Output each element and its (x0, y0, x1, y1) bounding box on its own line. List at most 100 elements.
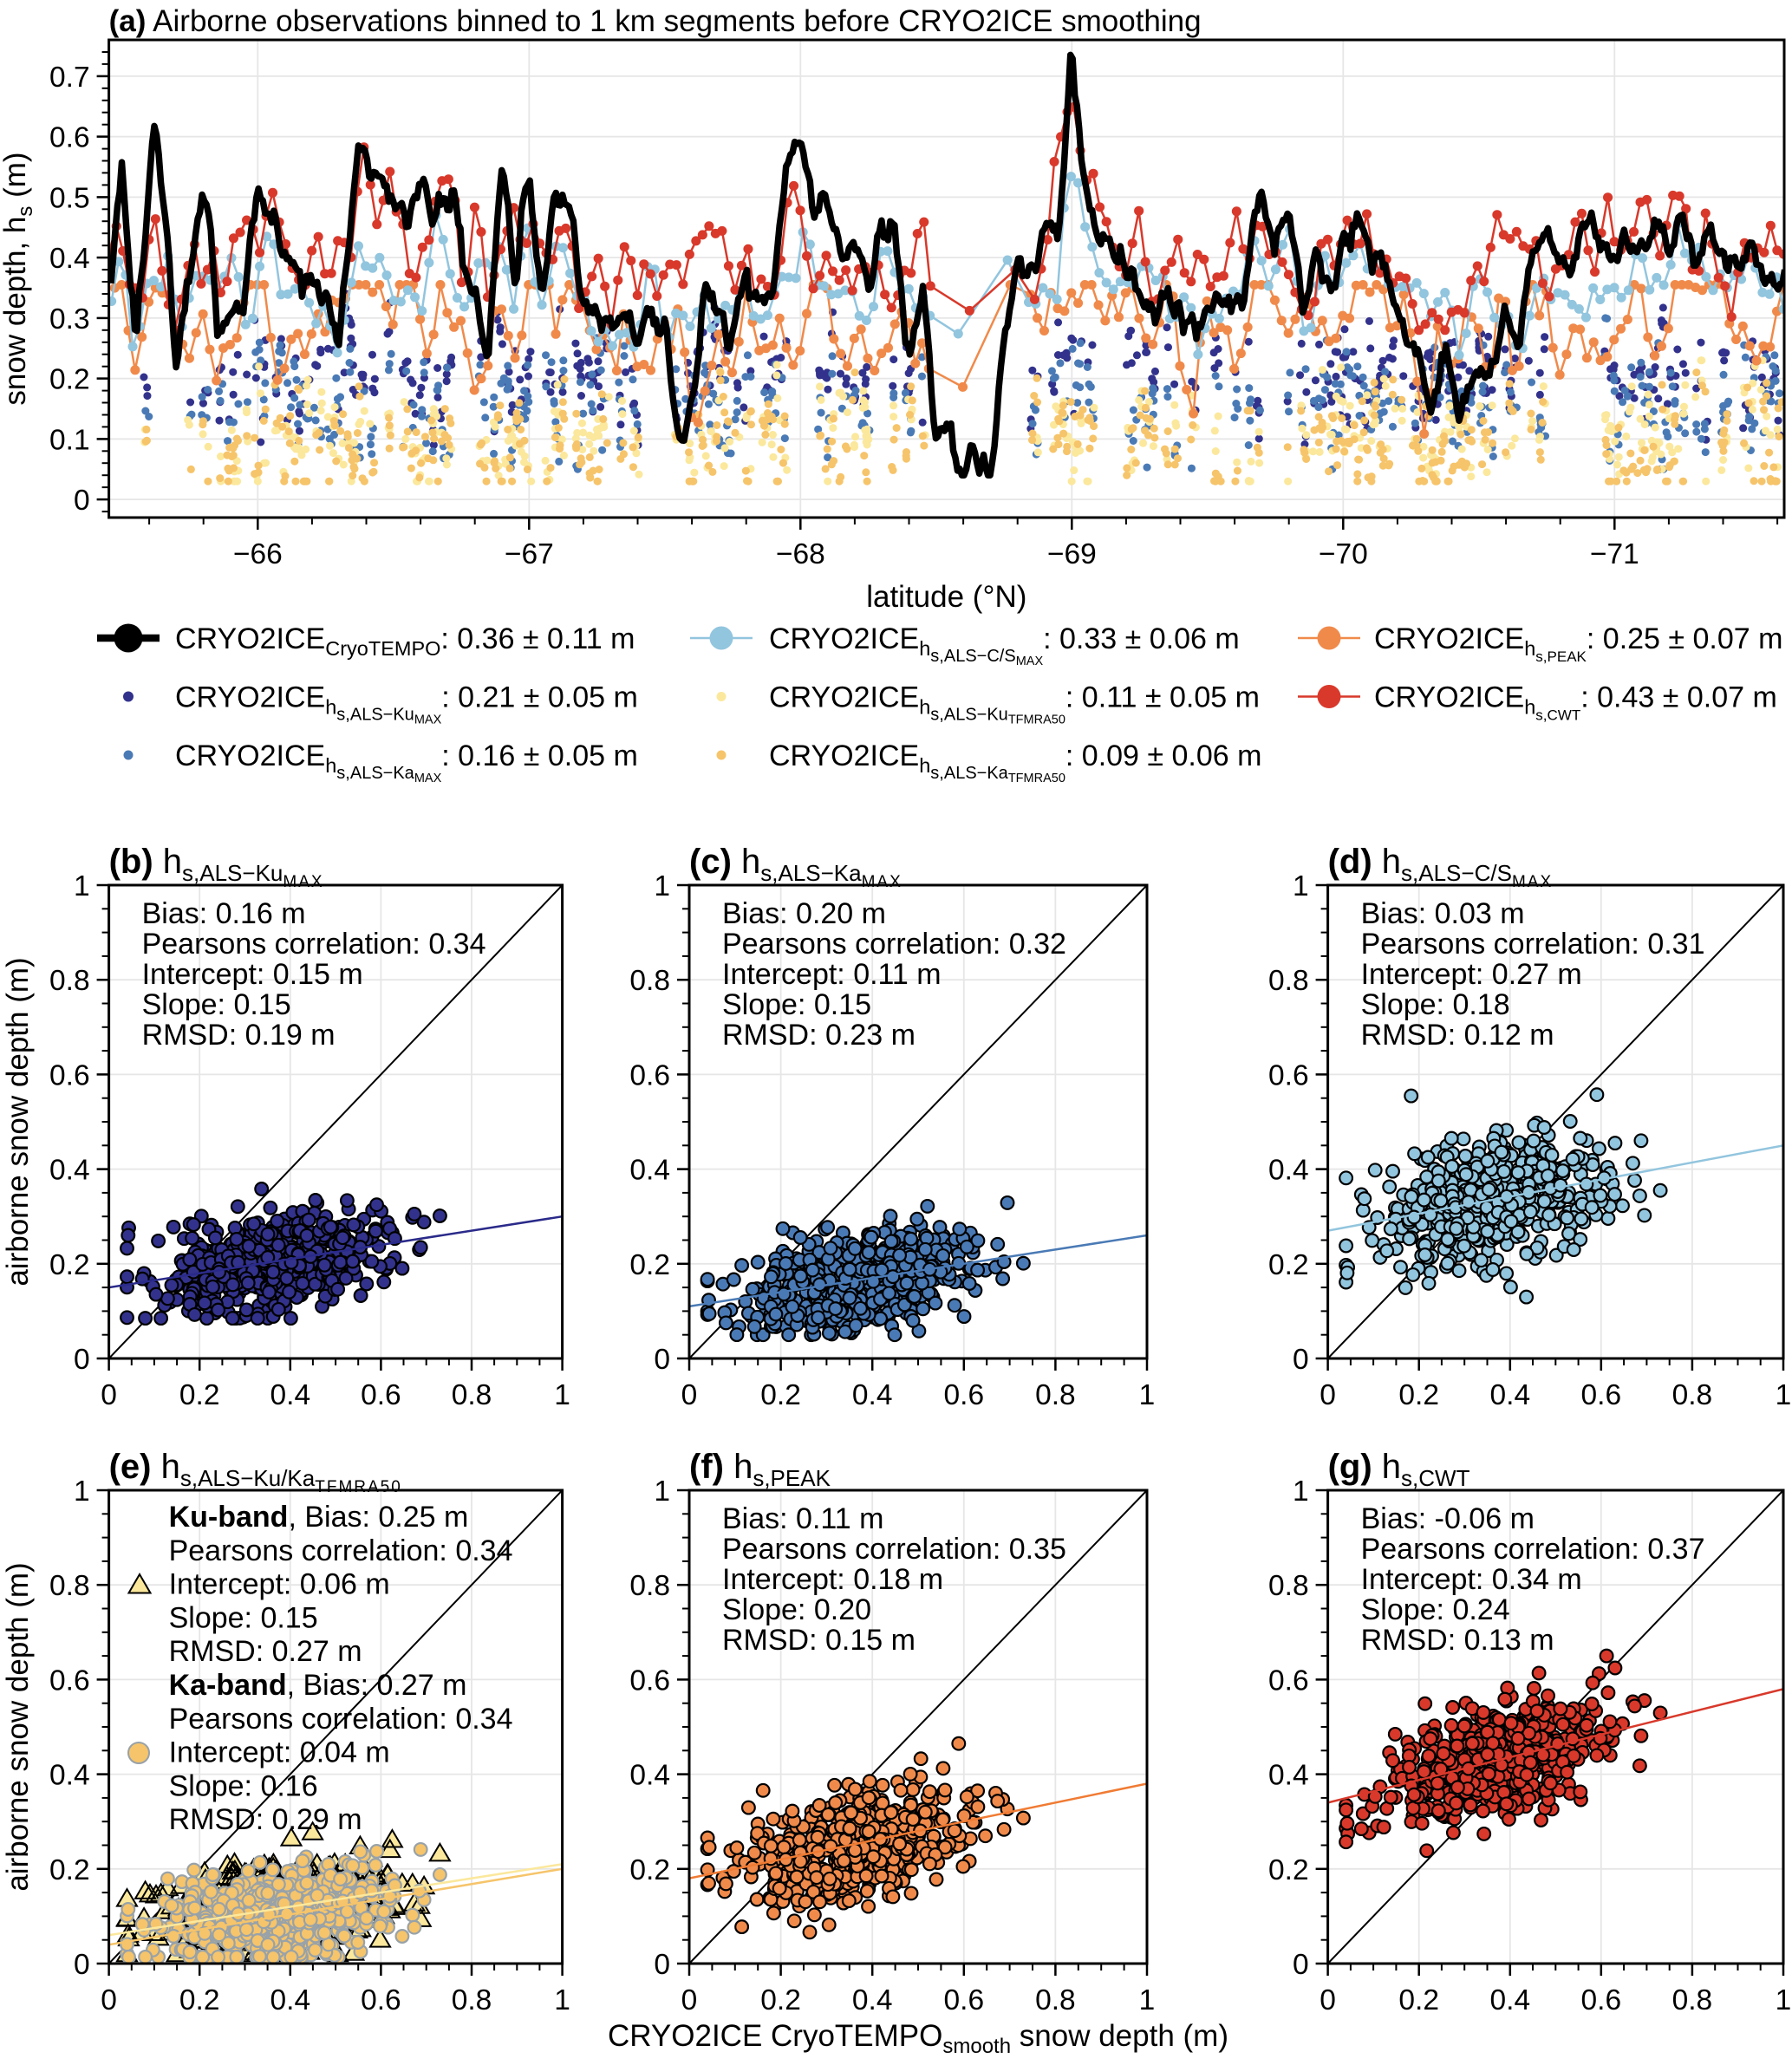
svg-text:RMSD: 0.27 m: RMSD: 0.27 m (169, 1635, 362, 1668)
svg-text:RMSD: 0.23 m: RMSD: 0.23 m (722, 1019, 916, 1052)
svg-text:0: 0 (101, 1379, 117, 1411)
svg-text:latitude (°N): latitude (°N) (866, 580, 1026, 614)
svg-text:0.4: 0.4 (270, 1984, 311, 2016)
svg-text:0.4: 0.4 (49, 243, 90, 275)
svg-text:0.4: 0.4 (852, 1379, 893, 1411)
svg-text:(a) Airborne observations bin: (a) Airborne observations binned to 1 km… (109, 4, 1202, 38)
svg-text:Pearsons correlation: 0.37: Pearsons correlation: 0.37 (1361, 1533, 1705, 1566)
svg-text:Intercept: 0.18 m: Intercept: 0.18 m (722, 1563, 943, 1596)
svg-text:0.6: 0.6 (49, 1664, 90, 1697)
svg-text:0.8: 0.8 (1268, 1570, 1309, 1602)
svg-text:1: 1 (554, 1379, 570, 1411)
svg-text:0.7: 0.7 (49, 62, 90, 94)
svg-text:0.5: 0.5 (49, 182, 90, 214)
svg-text:−68: −68 (776, 538, 825, 570)
svg-text:1: 1 (1139, 1984, 1156, 2016)
svg-text:RMSD: 0.19 m: RMSD: 0.19 m (142, 1019, 336, 1052)
svg-text:1: 1 (654, 1475, 670, 1508)
svg-text:0: 0 (1320, 1379, 1336, 1411)
svg-text:0.8: 0.8 (1035, 1379, 1076, 1411)
svg-text:Pearsons correlation: 0.34: Pearsons correlation: 0.34 (169, 1703, 513, 1736)
svg-text:Bias: -0.06 m: Bias: -0.06 m (1361, 1502, 1535, 1535)
svg-text:0.8: 0.8 (49, 1570, 90, 1602)
svg-text:Pearsons correlation: 0.31: Pearsons correlation: 0.31 (1361, 928, 1705, 961)
svg-text:RMSD: 0.29 m: RMSD: 0.29 m (169, 1803, 362, 1836)
svg-text:Intercept: 0.27 m: Intercept: 0.27 m (1361, 958, 1582, 991)
svg-text:Slope: 0.15: Slope: 0.15 (169, 1601, 318, 1634)
svg-text:0.8: 0.8 (452, 1379, 492, 1411)
svg-text:RMSD: 0.15 m: RMSD: 0.15 m (722, 1624, 916, 1657)
svg-text:0: 0 (1293, 1949, 1309, 1981)
svg-text:0.4: 0.4 (1490, 1379, 1531, 1411)
svg-text:0.8: 0.8 (49, 965, 90, 997)
svg-text:0: 0 (681, 1379, 698, 1411)
svg-text:0: 0 (654, 1344, 670, 1376)
svg-text:−66: −66 (233, 538, 283, 570)
svg-text:CRYO2ICE CryoTEMPOsmooth snow: CRYO2ICE CryoTEMPOsmooth snow depth (m) (608, 2019, 1228, 2058)
svg-text:Intercept: 0.06 m: Intercept: 0.06 m (169, 1568, 390, 1601)
svg-text:0.4: 0.4 (852, 1984, 893, 2016)
svg-text:0.2: 0.2 (1398, 1379, 1439, 1411)
svg-text:RMSD: 0.13 m: RMSD: 0.13 m (1361, 1624, 1554, 1657)
svg-text:0.8: 0.8 (629, 1570, 670, 1602)
svg-text:1: 1 (74, 1475, 90, 1508)
svg-text:Intercept: 0.15 m: Intercept: 0.15 m (142, 958, 363, 991)
svg-text:0: 0 (74, 485, 90, 517)
svg-text:1: 1 (554, 1984, 570, 2016)
svg-text:0.8: 0.8 (1672, 1379, 1713, 1411)
svg-text:Slope: 0.16: Slope: 0.16 (169, 1769, 318, 1802)
svg-text:0.8: 0.8 (1672, 1984, 1713, 2016)
svg-text:Pearsons correlation: 0.34: Pearsons correlation: 0.34 (169, 1534, 513, 1567)
svg-text:0.8: 0.8 (452, 1984, 492, 2016)
svg-text:1: 1 (1139, 1379, 1156, 1411)
svg-text:0.8: 0.8 (1035, 1984, 1076, 2016)
svg-text:1: 1 (1293, 870, 1309, 902)
svg-text:Slope: 0.24: Slope: 0.24 (1361, 1593, 1510, 1626)
svg-text:snow depth, hs (m): snow depth, hs (m) (0, 152, 37, 405)
svg-text:Intercept: 0.11 m: Intercept: 0.11 m (722, 958, 942, 991)
svg-text:0: 0 (1320, 1984, 1336, 2016)
svg-text:−67: −67 (505, 538, 554, 570)
svg-text:0.6: 0.6 (1581, 1379, 1622, 1411)
svg-text:0.2: 0.2 (49, 364, 90, 396)
svg-text:1: 1 (1293, 1475, 1309, 1508)
svg-text:0.6: 0.6 (1268, 1059, 1309, 1091)
svg-text:0: 0 (654, 1949, 670, 1981)
svg-text:0.1: 0.1 (49, 424, 90, 456)
svg-text:0: 0 (101, 1984, 117, 2016)
svg-text:0.2: 0.2 (760, 1379, 801, 1411)
svg-text:0.8: 0.8 (1268, 965, 1309, 997)
svg-text:Slope: 0.15: Slope: 0.15 (142, 988, 291, 1021)
svg-text:0: 0 (1293, 1344, 1309, 1376)
svg-text:0.6: 0.6 (1581, 1984, 1622, 2016)
svg-text:0.2: 0.2 (179, 1379, 220, 1411)
svg-text:RMSD: 0.12 m: RMSD: 0.12 m (1361, 1019, 1554, 1052)
svg-text:airborne snow depth (m): airborne snow depth (m) (1, 1562, 35, 1891)
svg-text:0: 0 (74, 1344, 90, 1376)
svg-text:0.6: 0.6 (49, 122, 90, 154)
svg-text:0.2: 0.2 (1268, 1854, 1309, 1886)
svg-text:0: 0 (681, 1984, 698, 2016)
svg-text:0.3: 0.3 (49, 303, 90, 335)
svg-text:Slope: 0.20: Slope: 0.20 (722, 1593, 871, 1626)
svg-text:0.8: 0.8 (629, 965, 670, 997)
svg-text:Bias: 0.16 m: Bias: 0.16 m (142, 897, 306, 930)
svg-text:Slope: 0.18: Slope: 0.18 (1361, 988, 1510, 1021)
svg-text:Intercept: 0.04 m: Intercept: 0.04 m (169, 1736, 390, 1769)
svg-text:0.2: 0.2 (1268, 1249, 1309, 1281)
svg-text:Bias: 0.20 m: Bias: 0.20 m (722, 897, 886, 930)
svg-text:Intercept: 0.34 m: Intercept: 0.34 m (1361, 1563, 1582, 1596)
svg-text:−71: −71 (1590, 538, 1639, 570)
svg-text:0.4: 0.4 (1268, 1155, 1309, 1187)
svg-text:0.4: 0.4 (629, 1155, 670, 1187)
svg-text:0.4: 0.4 (49, 1155, 90, 1187)
svg-text:0.6: 0.6 (49, 1059, 90, 1091)
svg-text:Pearsons correlation: 0.34: Pearsons correlation: 0.34 (142, 928, 486, 961)
svg-text:0.6: 0.6 (1268, 1664, 1309, 1697)
svg-text:1: 1 (1776, 1379, 1792, 1411)
svg-text:0.2: 0.2 (49, 1249, 90, 1281)
svg-text:Bias: 0.11 m: Bias: 0.11 m (722, 1502, 883, 1535)
svg-text:0.4: 0.4 (270, 1379, 311, 1411)
svg-text:0.6: 0.6 (629, 1059, 670, 1091)
svg-text:0.2: 0.2 (49, 1854, 90, 1886)
